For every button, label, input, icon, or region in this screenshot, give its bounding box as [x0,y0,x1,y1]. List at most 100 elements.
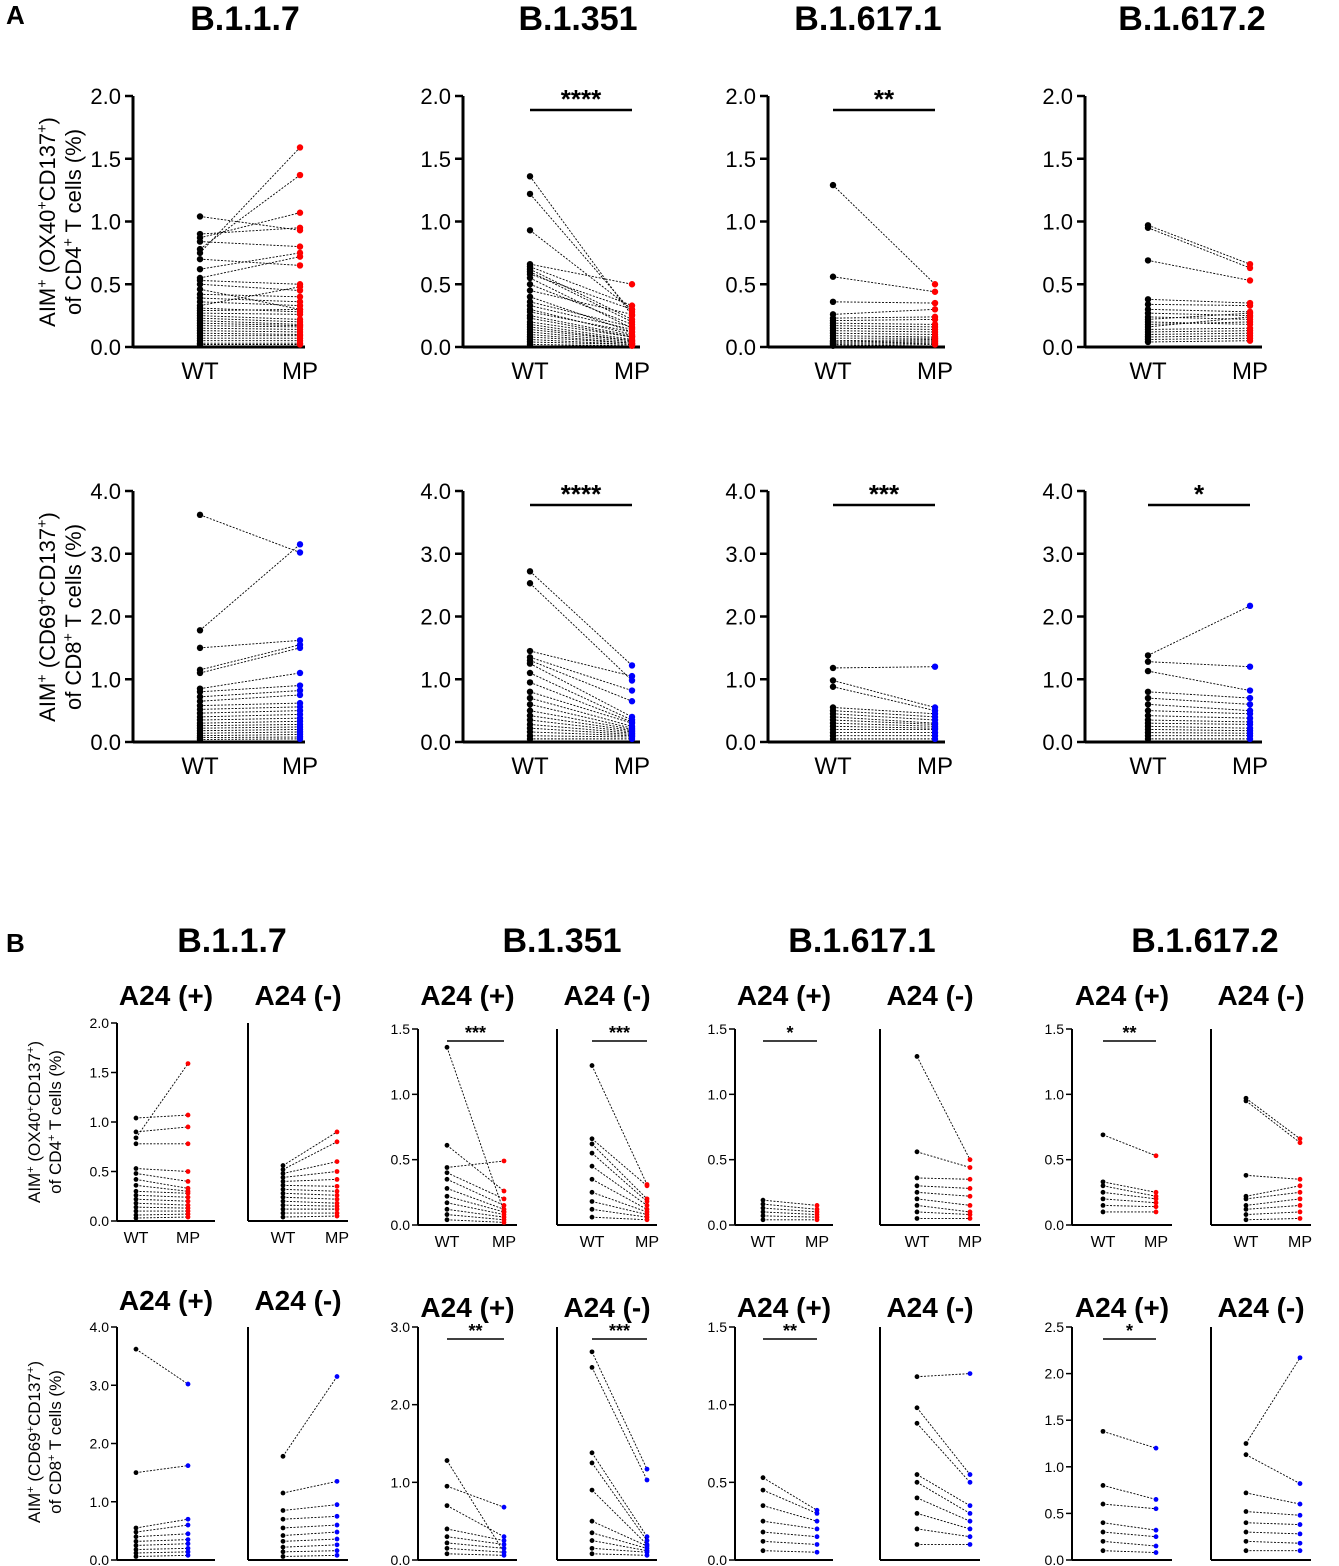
mp-point [501,1188,507,1194]
wt-point [444,1212,450,1217]
mp-point [1297,1531,1303,1537]
pair-line [591,1489,648,1545]
mp-point [967,1503,973,1509]
significance-label: * [1126,1321,1133,1341]
mp-point [1153,1204,1159,1210]
chart-title: A24 (+) [420,1292,514,1323]
pair-line [529,735,633,738]
chart-a-cd8-b117: 0.0 1.0 2.0 3.0 4.0 WT MP AIM+ (CD69+CD137+)of … [35,479,318,780]
y-axis-label: of CD4+ T cells (%) [46,1050,65,1194]
wt-point [133,1192,139,1198]
y-tick-label: 1.0 [90,1114,110,1130]
wt-point [829,677,837,684]
chart-title: A24 (-) [1217,1292,1304,1323]
wt-point [1100,1179,1106,1185]
mp-point [296,735,304,743]
mp-point [334,1159,340,1164]
wt-point [133,1554,139,1559]
pair-line [199,315,301,320]
pair-line [1147,227,1251,269]
wt-point [280,1525,286,1531]
pair-line [529,341,633,345]
wt-point [760,1205,766,1211]
wt-point [1100,1196,1106,1202]
pair-line [135,1543,189,1546]
wt-point [133,1550,139,1556]
mp-point [501,1219,507,1225]
wt-point [1144,257,1152,264]
mp-point [931,299,939,307]
mp-point [931,281,939,288]
pair-line [446,1144,505,1192]
mp-point [1153,1445,1159,1451]
wt-point [1243,1203,1249,1208]
mp-point [967,1542,973,1547]
mp-point [967,1472,973,1477]
pair-line [916,1177,971,1180]
y-tick-label: 1.0 [391,1086,411,1102]
mp-point [185,1552,191,1558]
wt-point [526,694,534,702]
pair-line [199,216,301,231]
pair-line [282,1376,338,1457]
wt-point [196,644,204,652]
mp-point [628,677,636,684]
pair-line [135,1168,189,1172]
mp-point [501,1504,507,1510]
wt-point [196,736,204,743]
mp-point [628,311,636,318]
wt-point [280,1171,286,1176]
pair-line [529,715,633,732]
mp-point [1297,1136,1303,1142]
wt-point [1243,1217,1249,1223]
mp-point [628,672,636,680]
mp-point [1246,701,1254,708]
mp-point [931,316,939,323]
mp-point [644,1183,650,1189]
wt-point [589,1150,595,1156]
wt-point [829,735,837,743]
wt-point [1243,1098,1249,1104]
mp-point [334,1478,340,1484]
pair-line [199,252,301,270]
pair-line [135,1206,189,1209]
significance-label: ** [874,84,895,114]
x-tick-label: MP [176,1230,200,1247]
wt-point [526,190,534,198]
mp-point [185,1061,191,1066]
mp-point [1297,1176,1303,1182]
mp-point [931,288,939,295]
pair-line [529,660,633,702]
mp-point [296,682,304,689]
wt-point [914,1196,920,1202]
pair-line [1245,1174,1301,1180]
wt-point [760,1209,766,1215]
mp-point [1246,687,1254,694]
wt-point [589,1545,595,1551]
pair-line [591,1138,648,1187]
pair-line [916,1198,971,1206]
x-tick-label: MP [325,1230,349,1247]
wt-point [526,701,534,708]
pair-line [199,288,301,310]
pair-line [282,1531,338,1536]
wt-point [914,1542,920,1547]
mp-point [334,1552,340,1558]
pair-line [199,320,301,325]
wt-point [133,1200,139,1206]
wt-point [1144,694,1152,702]
pair-line [1147,729,1251,732]
wt-point [1243,1529,1249,1535]
pair-line [591,1152,648,1202]
pair-line [832,316,936,319]
y-tick-label: 2.0 [90,1436,110,1452]
significance-label: **** [561,479,602,509]
x-tick-label: MP [1232,358,1268,385]
pair-line [1245,1097,1301,1140]
mp-point [1297,1209,1303,1215]
y-tick-label: 0.0 [90,1552,110,1566]
pair-line [1102,1204,1157,1208]
wt-point [280,1554,286,1559]
mp-point [967,1371,973,1376]
